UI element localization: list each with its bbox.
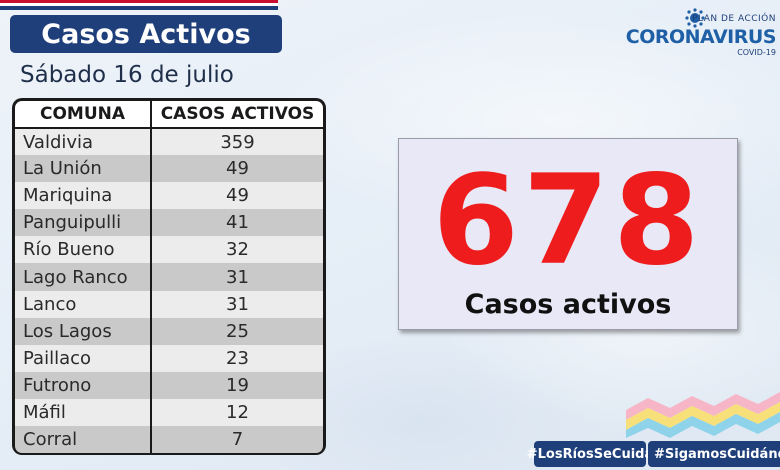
table-row: Valdivia 359	[15, 128, 323, 156]
logo-name: CORONAVIRUS	[625, 26, 777, 48]
casos-cell: 23	[151, 344, 323, 372]
coronavirus-logo: PLAN DE ACCIÓN CORONAVIRUS COVID-19	[625, 6, 777, 58]
column-header-casos: CASOS ACTIVOS	[151, 101, 323, 129]
cases-table: COMUNA CASOS ACTIVOS Valdivia 359 La Unió…	[12, 98, 326, 455]
comuna-cell: Valdivia	[15, 128, 152, 156]
comuna-cell: Los Lagos	[15, 317, 152, 345]
casos-cell: 7	[151, 426, 323, 454]
comuna-cell: Corral	[15, 426, 152, 454]
hashtag-sigamos: #SigamosCuidándonos	[648, 441, 780, 467]
table-row: Los Lagos 25	[15, 317, 323, 345]
table-row: Panguipulli 41	[15, 209, 323, 237]
total-cases-card: 678 Casos activos	[398, 138, 738, 330]
casos-cell: 49	[151, 155, 323, 183]
coronavirus-logo-icon	[685, 8, 705, 28]
date-label: Sábado 16 de julio	[20, 62, 234, 88]
casos-cell: 19	[151, 371, 323, 399]
comuna-cell: Paillaco	[15, 344, 152, 372]
table-row: Mariquina 49	[15, 182, 323, 210]
rainbow-waves-icon	[626, 392, 780, 438]
comuna-cell: Futrono	[15, 371, 152, 399]
hashtag-losrios: #LosRíosSeCuida	[527, 441, 653, 467]
comuna-cell: La Unión	[15, 155, 152, 183]
casos-cell: 31	[151, 290, 323, 318]
casos-cell: 359	[151, 128, 323, 156]
casos-cell: 32	[151, 236, 323, 264]
table-row: Río Bueno 32	[15, 236, 323, 264]
page-title: Casos Activos	[10, 15, 282, 53]
table-row: Lago Ranco 31	[15, 263, 323, 291]
casos-cell: 41	[151, 209, 323, 237]
casos-cell: 49	[151, 182, 323, 210]
comuna-cell: Lanco	[15, 290, 152, 318]
table-row: Lanco 31	[15, 290, 323, 318]
table-row: Máfil 12	[15, 398, 323, 427]
comuna-cell: Panguipulli	[15, 209, 152, 237]
table-row: Corral 7	[15, 426, 323, 454]
casos-cell: 25	[151, 317, 323, 345]
casos-cell: 31	[151, 263, 323, 291]
logo-plan: PLAN DE ACCIÓN	[692, 14, 776, 24]
comuna-cell: Mariquina	[15, 182, 152, 210]
logo-sub: COVID-19	[737, 48, 776, 57]
comuna-cell: Máfil	[15, 398, 152, 427]
comuna-cell: Lago Ranco	[15, 263, 152, 291]
comuna-cell: Río Bueno	[15, 236, 152, 264]
table-row: Paillaco 23	[15, 344, 323, 372]
total-cases-label: Casos activos	[464, 289, 672, 320]
flag-stripes-icon	[0, 0, 278, 10]
total-cases-number: 678	[432, 149, 704, 293]
table-row: La Unión 49	[15, 155, 323, 183]
column-header-comuna: COMUNA	[15, 101, 152, 129]
table-row: Futrono 19	[15, 371, 323, 399]
casos-cell: 12	[151, 398, 323, 427]
